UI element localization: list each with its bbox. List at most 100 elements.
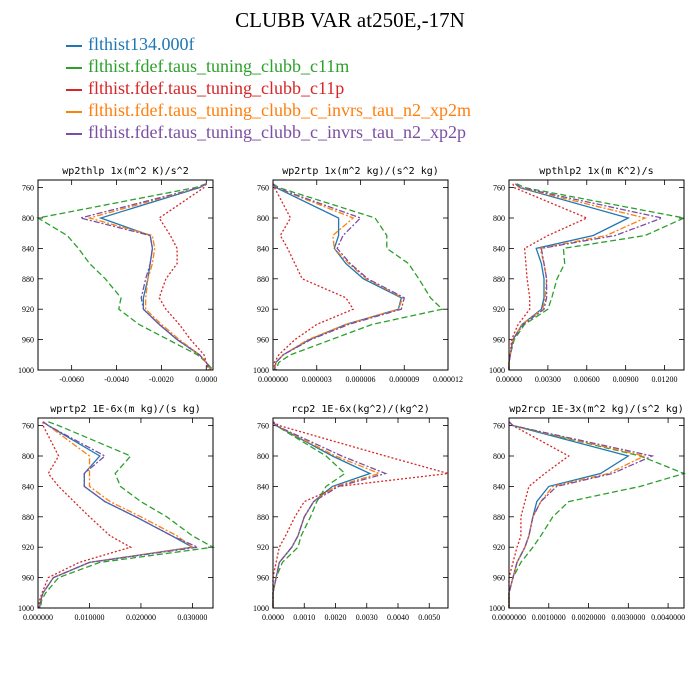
y-tick-label: 880 [257, 513, 269, 522]
legend: flthist134.000f flthist.fdef.taus_tuning… [66, 33, 471, 143]
panel-title: wp2rtp 1x(m^2 kg)/(s^2 kg) [282, 166, 439, 177]
y-tick-label: 800 [493, 214, 505, 223]
y-tick-label: 840 [493, 244, 505, 253]
series-line [80, 183, 212, 371]
x-tick-label: 0.0000000 [492, 613, 526, 622]
legend-item: flthist.fdef.taus_tuning_clubb_c_invrs_t… [66, 121, 471, 143]
y-tick-label: 1000 [253, 366, 269, 375]
panel-title: wpthlp2 1x(m K^2)/s [539, 166, 653, 177]
y-tick-label: 800 [257, 452, 269, 461]
y-tick-label: 1000 [18, 604, 34, 613]
legend-swatch [66, 44, 82, 47]
y-tick-label: 800 [22, 452, 34, 461]
series-line [38, 421, 195, 609]
y-tick-label: 960 [493, 574, 505, 583]
legend-item: flthist.fdef.taus_tuning_clubb_c11m [66, 55, 471, 77]
y-tick-label: 960 [257, 574, 269, 583]
x-tick-label: 0.0040 [387, 613, 409, 622]
legend-item: flthist.fdef.taus_tuning_clubb_c11p [66, 77, 471, 99]
y-tick-label: 920 [22, 305, 34, 314]
y-tick-label: 760 [493, 184, 505, 193]
panel-title: wprtp2 1E-6x(m kg)/(s kg) [50, 404, 201, 415]
y-tick-label: 1000 [489, 366, 505, 375]
y-tick-label: 840 [257, 482, 269, 491]
x-tick-label: 0.000006 [346, 375, 376, 384]
series-line [272, 183, 355, 370]
y-tick-label: 960 [257, 336, 269, 345]
x-tick-label: 0.0020000 [572, 613, 606, 622]
series-line [39, 421, 216, 609]
series-line [508, 183, 665, 370]
series-line [272, 421, 372, 608]
y-tick-label: 880 [493, 513, 505, 522]
plot-frame [37, 179, 214, 371]
series-line [272, 183, 403, 371]
series-line [508, 183, 589, 370]
x-tick-label: 0.000003 [302, 375, 332, 384]
series-line [272, 183, 444, 371]
x-tick-label: 0.00600 [574, 375, 600, 384]
series-line [98, 183, 212, 371]
x-tick-label: 0.0030000 [611, 613, 645, 622]
series-line [508, 183, 687, 370]
y-tick-label: 760 [22, 422, 34, 431]
legend-swatch [66, 66, 82, 69]
y-tick-label: 920 [493, 543, 505, 552]
y-tick-label: 800 [257, 214, 269, 223]
x-tick-label: 0.00300 [535, 375, 561, 384]
x-tick-label: 0.0020 [325, 613, 347, 622]
legend-label: flthist.fdef.taus_tuning_clubb_c11p [88, 78, 345, 98]
x-tick-label: -0.0060 [59, 375, 84, 384]
x-tick-label: -0.0040 [104, 375, 129, 384]
x-tick-label: 0.00900 [613, 375, 639, 384]
x-tick-label: 0.0000 [262, 613, 284, 622]
panel-title: rcp2 1E-6x(kg^2)/(kg^2) [291, 404, 429, 415]
series-line [38, 421, 195, 609]
y-tick-label: 1000 [489, 604, 505, 613]
plot-frame [508, 179, 685, 371]
x-tick-label: 0.030000 [177, 613, 207, 622]
legend-item: flthist.fdef.taus_tuning_clubb_c_invrs_t… [66, 99, 471, 121]
series-line [272, 421, 346, 608]
y-tick-label: 880 [22, 513, 34, 522]
series-line [36, 183, 214, 371]
x-tick-label: 0.000000 [258, 375, 288, 384]
x-tick-label: 0.0040000 [651, 613, 685, 622]
x-tick-label: 0.0000 [195, 375, 217, 384]
y-tick-label: 920 [22, 543, 34, 552]
y-tick-label: 800 [493, 452, 505, 461]
y-tick-label: 880 [493, 275, 505, 284]
series-line [87, 183, 212, 371]
legend-swatch [66, 132, 82, 135]
series-line [508, 421, 570, 608]
plot-frame [508, 417, 685, 609]
legend-swatch [66, 88, 82, 91]
series-line [38, 421, 133, 609]
series-line [272, 421, 449, 608]
y-tick-label: 920 [257, 305, 269, 314]
x-tick-label: 0.0050 [418, 613, 440, 622]
y-tick-label: 760 [257, 184, 269, 193]
x-tick-label: 0.00000 [496, 375, 522, 384]
y-tick-label: 840 [257, 244, 269, 253]
chart-title: CLUBB VAR at250E,-17N [235, 8, 465, 32]
y-tick-label: 920 [493, 305, 505, 314]
x-tick-label: 0.000000 [23, 613, 53, 622]
series-line [272, 421, 382, 608]
x-tick-label: 0.010000 [74, 613, 104, 622]
legend-swatch [66, 110, 82, 113]
x-tick-label: 0.000012 [433, 375, 463, 384]
y-tick-label: 800 [22, 214, 34, 223]
series-line [508, 421, 686, 608]
x-tick-label: 0.0030 [356, 613, 378, 622]
y-tick-label: 1000 [18, 366, 34, 375]
series-line [508, 421, 655, 608]
y-tick-label: 760 [493, 422, 505, 431]
panel-title: wp2thlp 1x(m^2 K)/s^2 [62, 166, 188, 177]
series-line [158, 183, 210, 371]
plot-frame [37, 417, 214, 609]
legend-item: flthist134.000f [66, 33, 471, 55]
y-tick-label: 920 [257, 543, 269, 552]
series-line [508, 183, 648, 370]
